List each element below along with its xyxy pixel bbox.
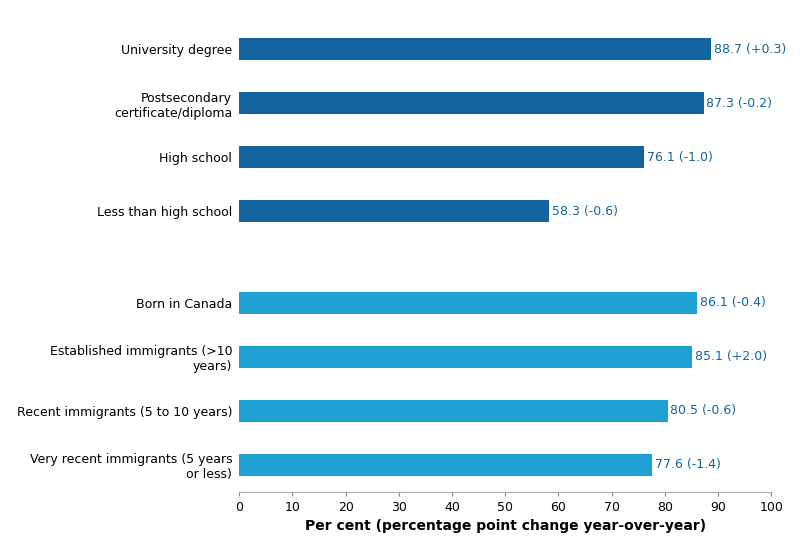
Bar [239,146,644,168]
Bar [239,200,550,222]
Text: 76.1 (-1.0): 76.1 (-1.0) [647,151,713,163]
Text: 77.6 (-1.4): 77.6 (-1.4) [655,458,721,471]
X-axis label: Per cent (percentage point change year-over-year): Per cent (percentage point change year-o… [305,519,706,534]
Text: 87.3 (-0.2): 87.3 (-0.2) [706,97,773,109]
Bar [239,346,692,367]
Bar [239,92,704,114]
Bar [239,454,652,476]
Text: 86.1 (-0.4): 86.1 (-0.4) [700,296,766,309]
Text: 80.5 (-0.6): 80.5 (-0.6) [670,404,736,417]
Bar [239,39,711,60]
Bar [239,292,698,313]
Text: 88.7 (+0.3): 88.7 (+0.3) [714,42,786,56]
Text: 85.1 (+2.0): 85.1 (+2.0) [694,350,767,364]
Bar [239,400,668,421]
Text: 58.3 (-0.6): 58.3 (-0.6) [552,205,618,217]
